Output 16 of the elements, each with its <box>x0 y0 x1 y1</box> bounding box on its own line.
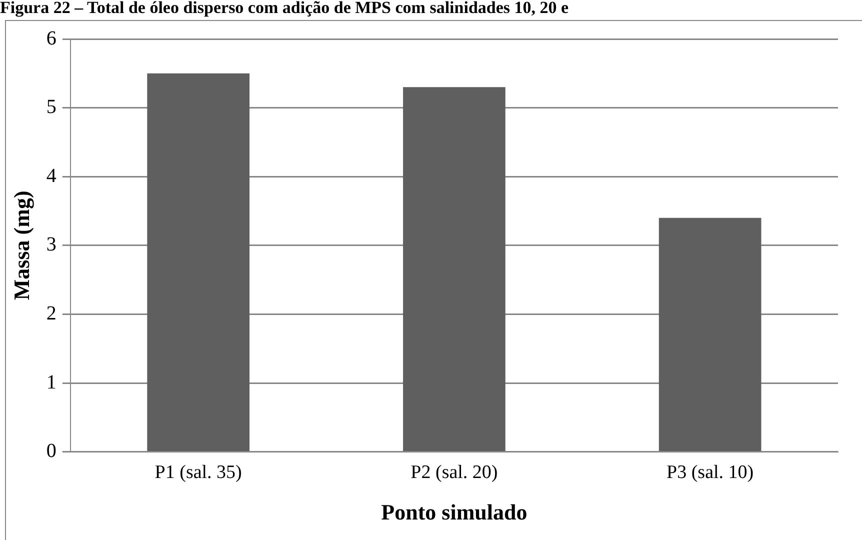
y-tick-label: 6 <box>46 27 56 50</box>
y-tick-label: 1 <box>46 371 56 394</box>
y-tick-label: 4 <box>46 164 56 187</box>
x-axis-title: Ponto simulado <box>381 499 528 524</box>
x-tick-label: P3 (sal. 10) <box>666 462 754 484</box>
y-tick-label: 5 <box>46 96 56 118</box>
y-axis-title: Massa (mg) <box>8 190 34 300</box>
y-tick-label: 2 <box>46 302 56 324</box>
bar <box>658 218 762 452</box>
y-tick-label: 3 <box>46 234 56 256</box>
bar <box>147 73 250 452</box>
y-tick-label: 0 <box>46 440 56 462</box>
x-tick-label: P1 (sal. 35) <box>154 462 242 484</box>
bar <box>403 87 506 452</box>
chart-title: Figura 22 – Total de óleo disperso com adição de MPS com salinidades 10, 20 e <box>0 0 569 18</box>
x-tick-label: P2 (sal. 20) <box>410 462 498 484</box>
